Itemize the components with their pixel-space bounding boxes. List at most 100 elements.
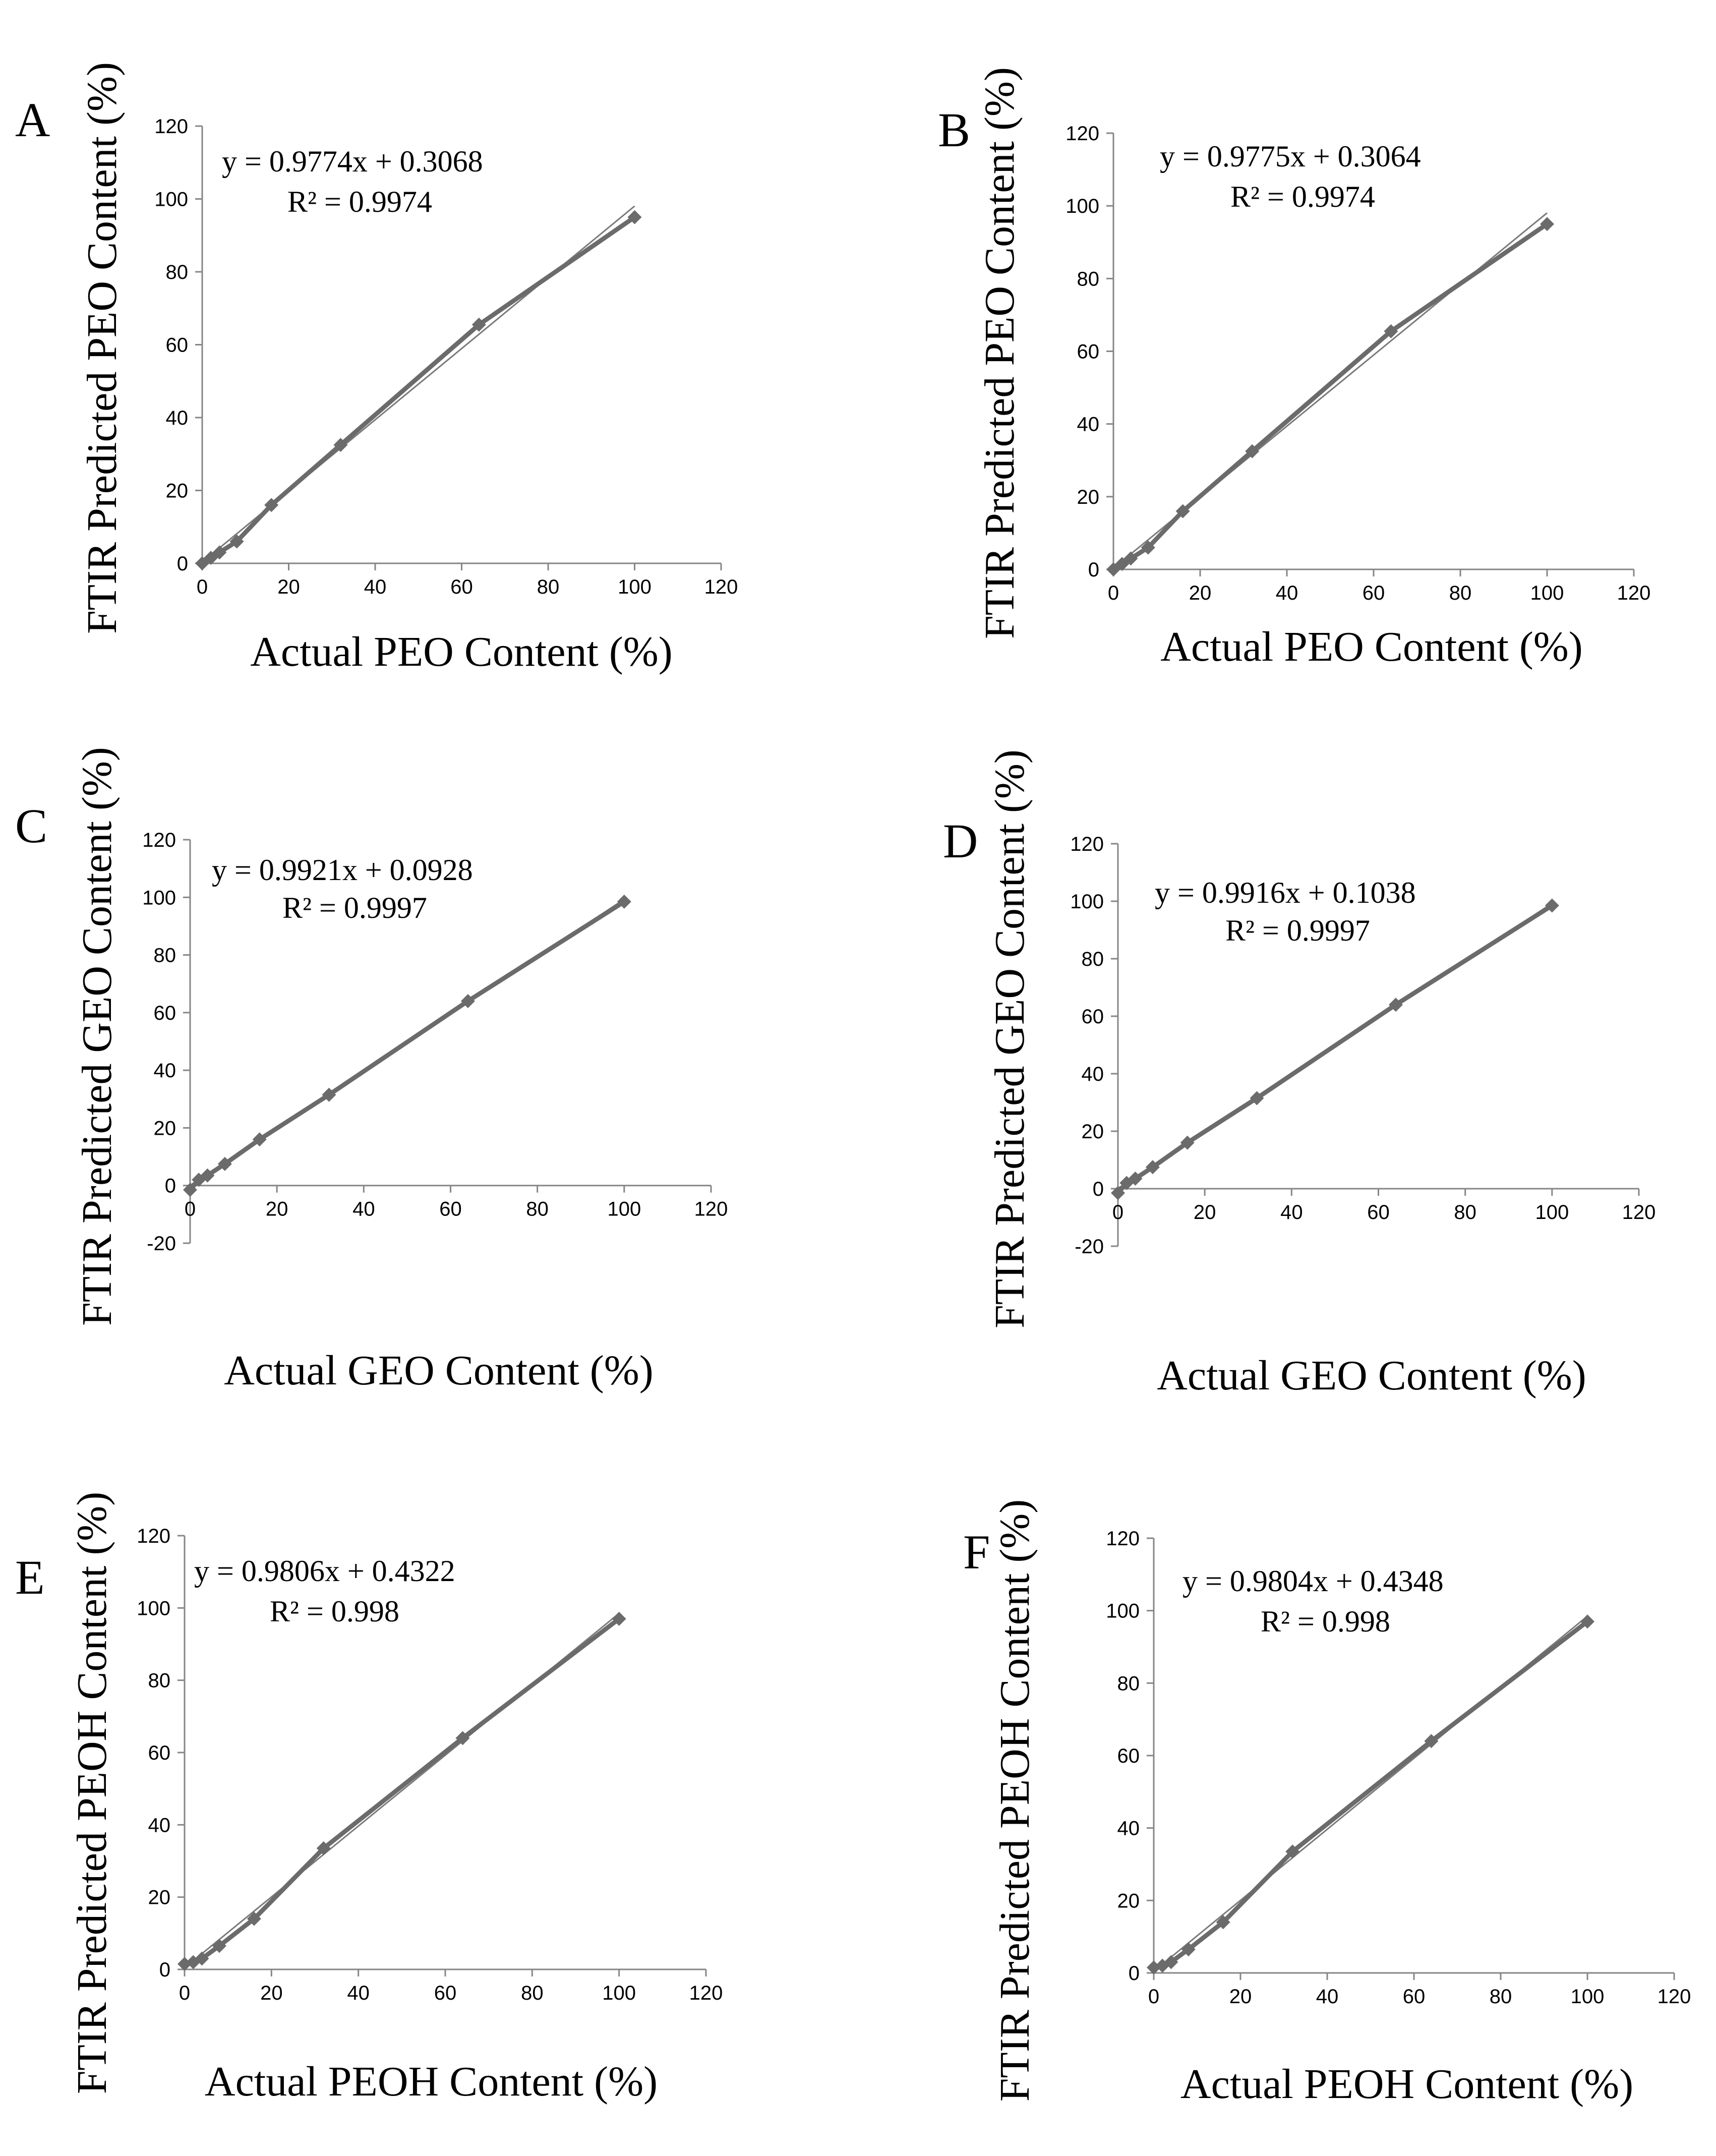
data-point: [333, 438, 348, 452]
data-point: [217, 1156, 232, 1171]
x-tick-label: 80: [521, 1982, 544, 2004]
series-line: [201, 215, 636, 565]
data-point: [212, 1939, 226, 1953]
y-tick-label: 40: [148, 1814, 171, 1836]
data-point: [1180, 1135, 1195, 1150]
y-tick-label: 120: [1106, 1528, 1140, 1550]
x-tick-label: 120: [1658, 1986, 1691, 2008]
y-tick-label: 40: [166, 407, 189, 429]
r-squared: R² = 0.998: [270, 1595, 399, 1628]
data-point: [1245, 444, 1260, 458]
r-squared: R² = 0.9997: [282, 891, 427, 924]
panel-e: E 0 20 40 60 80 100 120 0 20 40 60 80 100 120 y = 0.980…: [15, 1492, 723, 2105]
series-line: [188, 900, 626, 1192]
x-tick-label: 80: [1449, 582, 1472, 604]
x-tick-label: 60: [1403, 1986, 1426, 2008]
data-point: [1164, 1955, 1178, 1969]
y-axis-title: FTIR Predicted PEO Content (%): [79, 62, 126, 634]
y-tick-label: 40: [1117, 1818, 1140, 1840]
data-point: [316, 1841, 331, 1855]
data-point: [264, 498, 279, 512]
r-squared: R² = 0.9997: [1225, 914, 1370, 947]
data-point: [1141, 540, 1155, 555]
data-point: [1216, 1915, 1230, 1930]
y-tick-label: -20: [147, 1233, 176, 1255]
y-tick-label: 100: [1070, 891, 1104, 913]
data-point: [1111, 1186, 1125, 1200]
panel-label: B: [938, 103, 970, 157]
x-axis-title: Actual PEOH Content (%): [205, 2058, 658, 2105]
y-tick-label: 60: [154, 1002, 176, 1024]
x-tick-label: 100: [1535, 1201, 1569, 1223]
y-tick-label: 80: [154, 945, 176, 967]
data-point: [1250, 1091, 1264, 1105]
x-axis-title: Actual PEO Content (%): [1160, 623, 1583, 670]
data-point: [1175, 504, 1190, 518]
y-tick-label: 0: [177, 553, 188, 575]
x-axis-title: Actual GEO Content (%): [224, 1347, 653, 1394]
y-tick-label: 100: [1106, 1600, 1140, 1622]
y-tick-label: 80: [1077, 268, 1100, 290]
x-tick-label: 0: [1148, 1986, 1159, 2008]
y-tick-label: 80: [166, 261, 189, 283]
x-tick-label: 80: [537, 576, 560, 598]
x-tick-label: 120: [689, 1982, 723, 2004]
panel-a: A 0 20 40 60 80 100 120 0 20 40 60 80 100 120 y = 0.977…: [15, 62, 738, 675]
data-point: [1545, 898, 1559, 913]
x-tick-label: 120: [1622, 1201, 1656, 1223]
panel-label: C: [15, 799, 47, 853]
x-tick-label: 120: [704, 576, 738, 598]
trend-equation: y = 0.9774x + 0.3068: [222, 145, 483, 178]
data-point: [212, 545, 227, 560]
x-tick-label: 60: [439, 1198, 462, 1220]
y-tick-label: 20: [1117, 1890, 1140, 1912]
data-point: [1580, 1614, 1594, 1629]
data-point: [1424, 1734, 1439, 1749]
x-tick-label: 40: [1316, 1986, 1339, 2008]
data-point: [1388, 998, 1403, 1012]
data-point: [247, 1911, 261, 1926]
data-point: [195, 1951, 209, 1966]
y-tick-label: 60: [1117, 1745, 1140, 1767]
x-tick-label: 100: [1571, 1986, 1605, 2008]
x-axis-title: Actual GEO Content (%): [1157, 1352, 1586, 1399]
x-tick-label: 80: [526, 1198, 549, 1220]
data-point: [1115, 557, 1130, 571]
data-point: [1540, 217, 1554, 231]
panel-label: D: [943, 814, 978, 868]
data-point: [612, 1611, 626, 1626]
y-tick-label: 20: [1077, 486, 1100, 508]
y-tick-label: 100: [154, 189, 188, 211]
x-tick-label: 20: [260, 1982, 283, 2004]
y-tick-label: 0: [1088, 559, 1099, 581]
data-point: [183, 1183, 197, 1197]
y-tick-label: 60: [148, 1742, 171, 1764]
data-point: [1181, 1942, 1196, 1957]
data-point: [252, 1132, 267, 1147]
y-axis-title: FTIR Predicted PEOH Content (%): [991, 1499, 1038, 2102]
panel-f: F 0 20 40 60 80 100 120 0 20 40 60 80 100 120 y = 0.980…: [963, 1499, 1691, 2108]
y-tick-label: 80: [1082, 948, 1104, 970]
x-tick-label: 40: [1280, 1201, 1303, 1223]
panel-label: A: [15, 93, 50, 147]
data-point: [229, 534, 244, 549]
data-point: [200, 1168, 215, 1183]
r-squared: R² = 0.9974: [1230, 180, 1375, 213]
x-tick-label: 120: [1617, 582, 1651, 604]
x-tick-label: 40: [1276, 582, 1298, 604]
data-point: [1123, 551, 1138, 566]
y-tick-label: 60: [166, 334, 189, 357]
x-tick-label: 20: [1229, 1986, 1252, 2008]
y-tick-label: 0: [165, 1175, 176, 1197]
x-tick-label: 20: [277, 576, 300, 598]
data-point: [1145, 1160, 1160, 1175]
series-line: [1112, 222, 1549, 571]
x-tick-label: 20: [266, 1198, 288, 1220]
data-point: [1128, 1172, 1143, 1186]
y-tick-label: 120: [1066, 123, 1099, 145]
x-tick-label: 40: [352, 1198, 375, 1220]
y-tick-label: 20: [166, 480, 189, 502]
x-tick-label: 100: [602, 1982, 636, 2004]
panel-b: B 0 20 40 60 80 100 120 0 20 40 60 80 100 120 y = 0.977…: [938, 67, 1650, 670]
